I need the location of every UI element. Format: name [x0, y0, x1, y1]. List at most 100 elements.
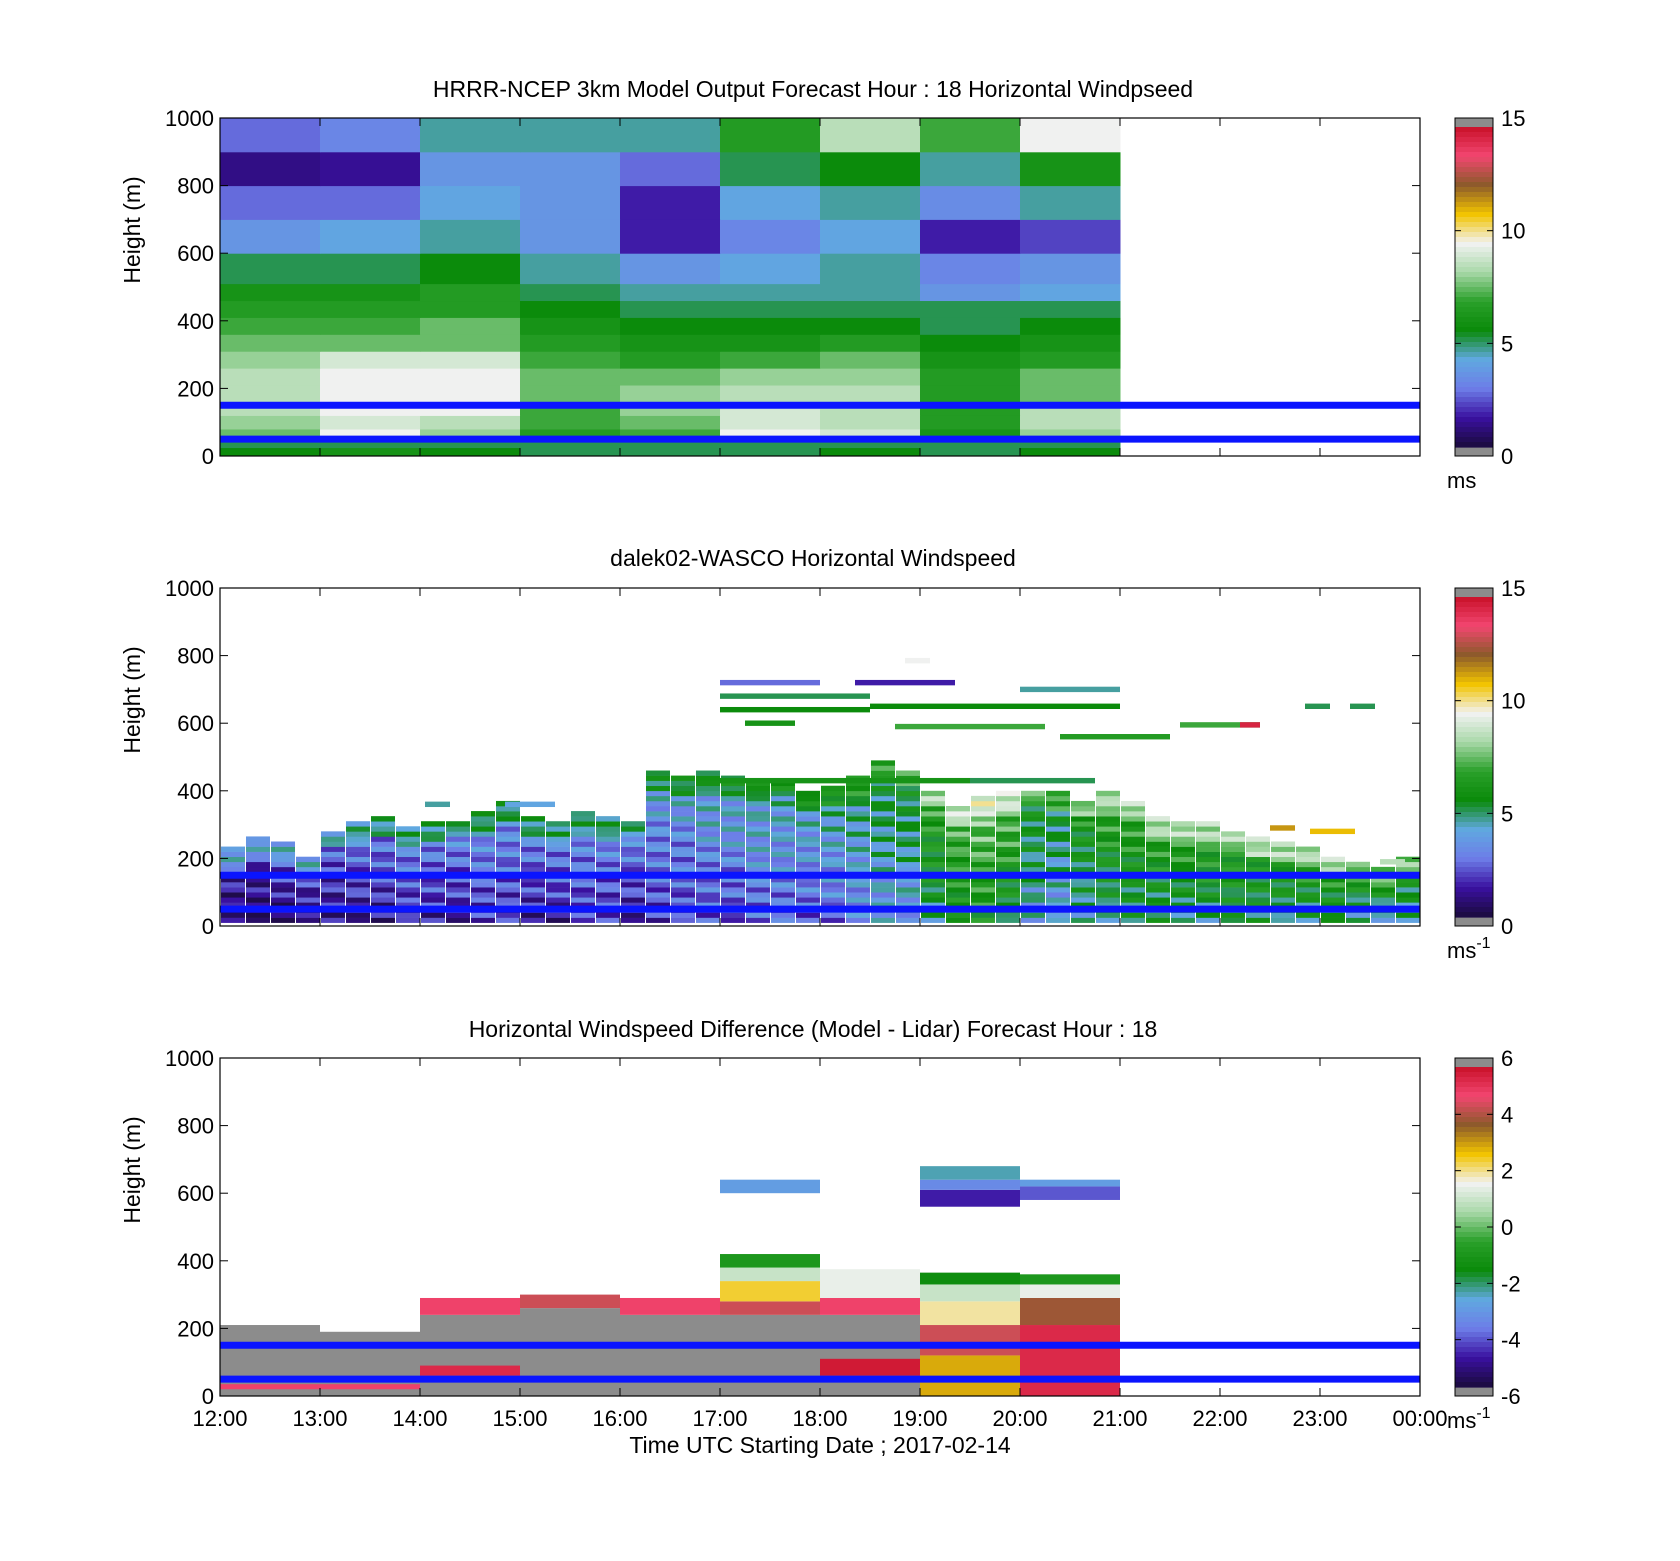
heatmap-cell — [1021, 856, 1045, 863]
heatmap-cell — [796, 816, 820, 822]
heatmap-cell — [796, 876, 820, 883]
colorbar-segment — [1455, 617, 1493, 623]
heatmap-cell — [1021, 887, 1045, 893]
heatmap-cell — [971, 861, 995, 868]
colorbar-segment — [1455, 812, 1493, 818]
heatmap-cell — [1021, 836, 1045, 842]
heatmap-cell — [796, 806, 820, 812]
heatmap-cell — [721, 826, 745, 832]
heatmap-cell — [796, 897, 820, 903]
heatmap-cell — [846, 821, 870, 827]
heatmap-cell — [1321, 902, 1345, 908]
heatmap-cell — [1046, 846, 1070, 852]
heatmap-cell — [520, 415, 621, 430]
heatmap-cell — [946, 912, 970, 918]
heatmap-cell — [1020, 219, 1121, 254]
heatmap-cell — [621, 856, 645, 863]
heatmap-cell — [371, 876, 395, 883]
heatmap-cell — [1196, 866, 1220, 873]
colorbar-segment — [1455, 372, 1493, 378]
heatmap-cell — [320, 439, 421, 449]
heatmap-cell — [1196, 902, 1220, 908]
heatmap-segment — [895, 723, 1045, 730]
heatmap-cell — [746, 917, 770, 923]
colorbar-segment — [1455, 1102, 1493, 1108]
heatmap-cell — [771, 897, 795, 903]
heatmap-cell — [571, 861, 595, 868]
heatmap-cell — [946, 887, 970, 893]
heatmap-cell — [771, 851, 795, 858]
heatmap-cell — [721, 851, 745, 858]
heatmap-cell — [371, 841, 395, 847]
heatmap-cell — [321, 897, 345, 903]
heatmap-cell — [220, 447, 321, 456]
heatmap-cell — [496, 836, 520, 842]
heatmap-cell — [671, 816, 695, 822]
heatmap-cell — [571, 851, 595, 858]
heatmap-cell — [920, 428, 1021, 440]
heatmap-cell — [320, 368, 421, 386]
heatmap-cell — [1246, 851, 1270, 858]
colorbar-segment — [1455, 702, 1493, 708]
heatmap-cell — [896, 811, 920, 817]
heatmap-cell — [720, 368, 821, 386]
colorbar-segment — [1455, 167, 1493, 173]
heatmap-cell — [520, 447, 621, 456]
heatmap-cell — [220, 253, 321, 285]
heatmap-cell — [696, 851, 720, 858]
heatmap-cell — [796, 841, 820, 847]
heatmap-cell — [1346, 892, 1370, 898]
colorbar-segment — [1455, 227, 1493, 233]
colorbar-segment — [1455, 852, 1493, 858]
heatmap-cell — [971, 851, 995, 858]
colorbar-cap — [1455, 447, 1493, 456]
y-tick-label: 800 — [177, 174, 214, 199]
colorbar-segment — [1455, 777, 1493, 783]
colorbar-segment — [1455, 407, 1493, 413]
colorbar-segment — [1455, 1142, 1493, 1148]
heatmap-cell — [1071, 861, 1095, 868]
heatmap-cell — [820, 334, 921, 352]
colorbar-segment — [1455, 1247, 1493, 1253]
heatmap-cell — [996, 790, 1020, 797]
heatmap-cell — [921, 846, 945, 852]
colorbar-segment — [1455, 297, 1493, 303]
heatmap-cell — [571, 836, 595, 842]
heatmap-cell — [1171, 882, 1195, 888]
heatmap-cell — [1046, 800, 1070, 807]
heatmap-cell — [671, 851, 695, 858]
heatmap-cell — [346, 887, 370, 893]
colorbar-segment — [1455, 307, 1493, 313]
heatmap-cell — [521, 816, 545, 822]
heatmap-cell — [1020, 368, 1121, 386]
colorbar-segment — [1455, 312, 1493, 318]
heatmap-plot — [219, 1057, 1421, 1397]
heatmap-cell — [346, 902, 370, 908]
heatmap-cell — [1296, 902, 1320, 908]
heatmap-cell — [496, 917, 520, 923]
heatmap-cell — [820, 118, 921, 153]
colorbar-segment — [1455, 822, 1493, 828]
heatmap-cell — [1096, 887, 1120, 893]
colorbar-segment — [1455, 1092, 1493, 1098]
heatmap-cell — [671, 826, 695, 832]
heatmap-cell — [571, 811, 595, 817]
heatmap-cell — [1146, 876, 1170, 883]
heatmap-cell — [821, 800, 845, 807]
heatmap-cell — [1096, 811, 1120, 817]
heatmap-cell — [321, 876, 345, 883]
heatmap-cell — [1246, 856, 1270, 863]
heatmap-cell — [696, 917, 720, 923]
heatmap-cell — [746, 785, 770, 792]
heatmap-cell — [1271, 841, 1295, 847]
heatmap-segment — [1180, 722, 1260, 728]
heatmap-cell — [346, 897, 370, 903]
heatmap-cell — [1221, 866, 1245, 873]
heatmap-cell — [621, 917, 645, 923]
heatmap-cell — [296, 876, 320, 883]
heatmap-cell — [796, 882, 820, 888]
heatmap-cell — [846, 795, 870, 802]
colorbar-segment — [1455, 707, 1493, 713]
heatmap-cell — [820, 219, 921, 254]
heatmap-cell — [420, 385, 521, 403]
